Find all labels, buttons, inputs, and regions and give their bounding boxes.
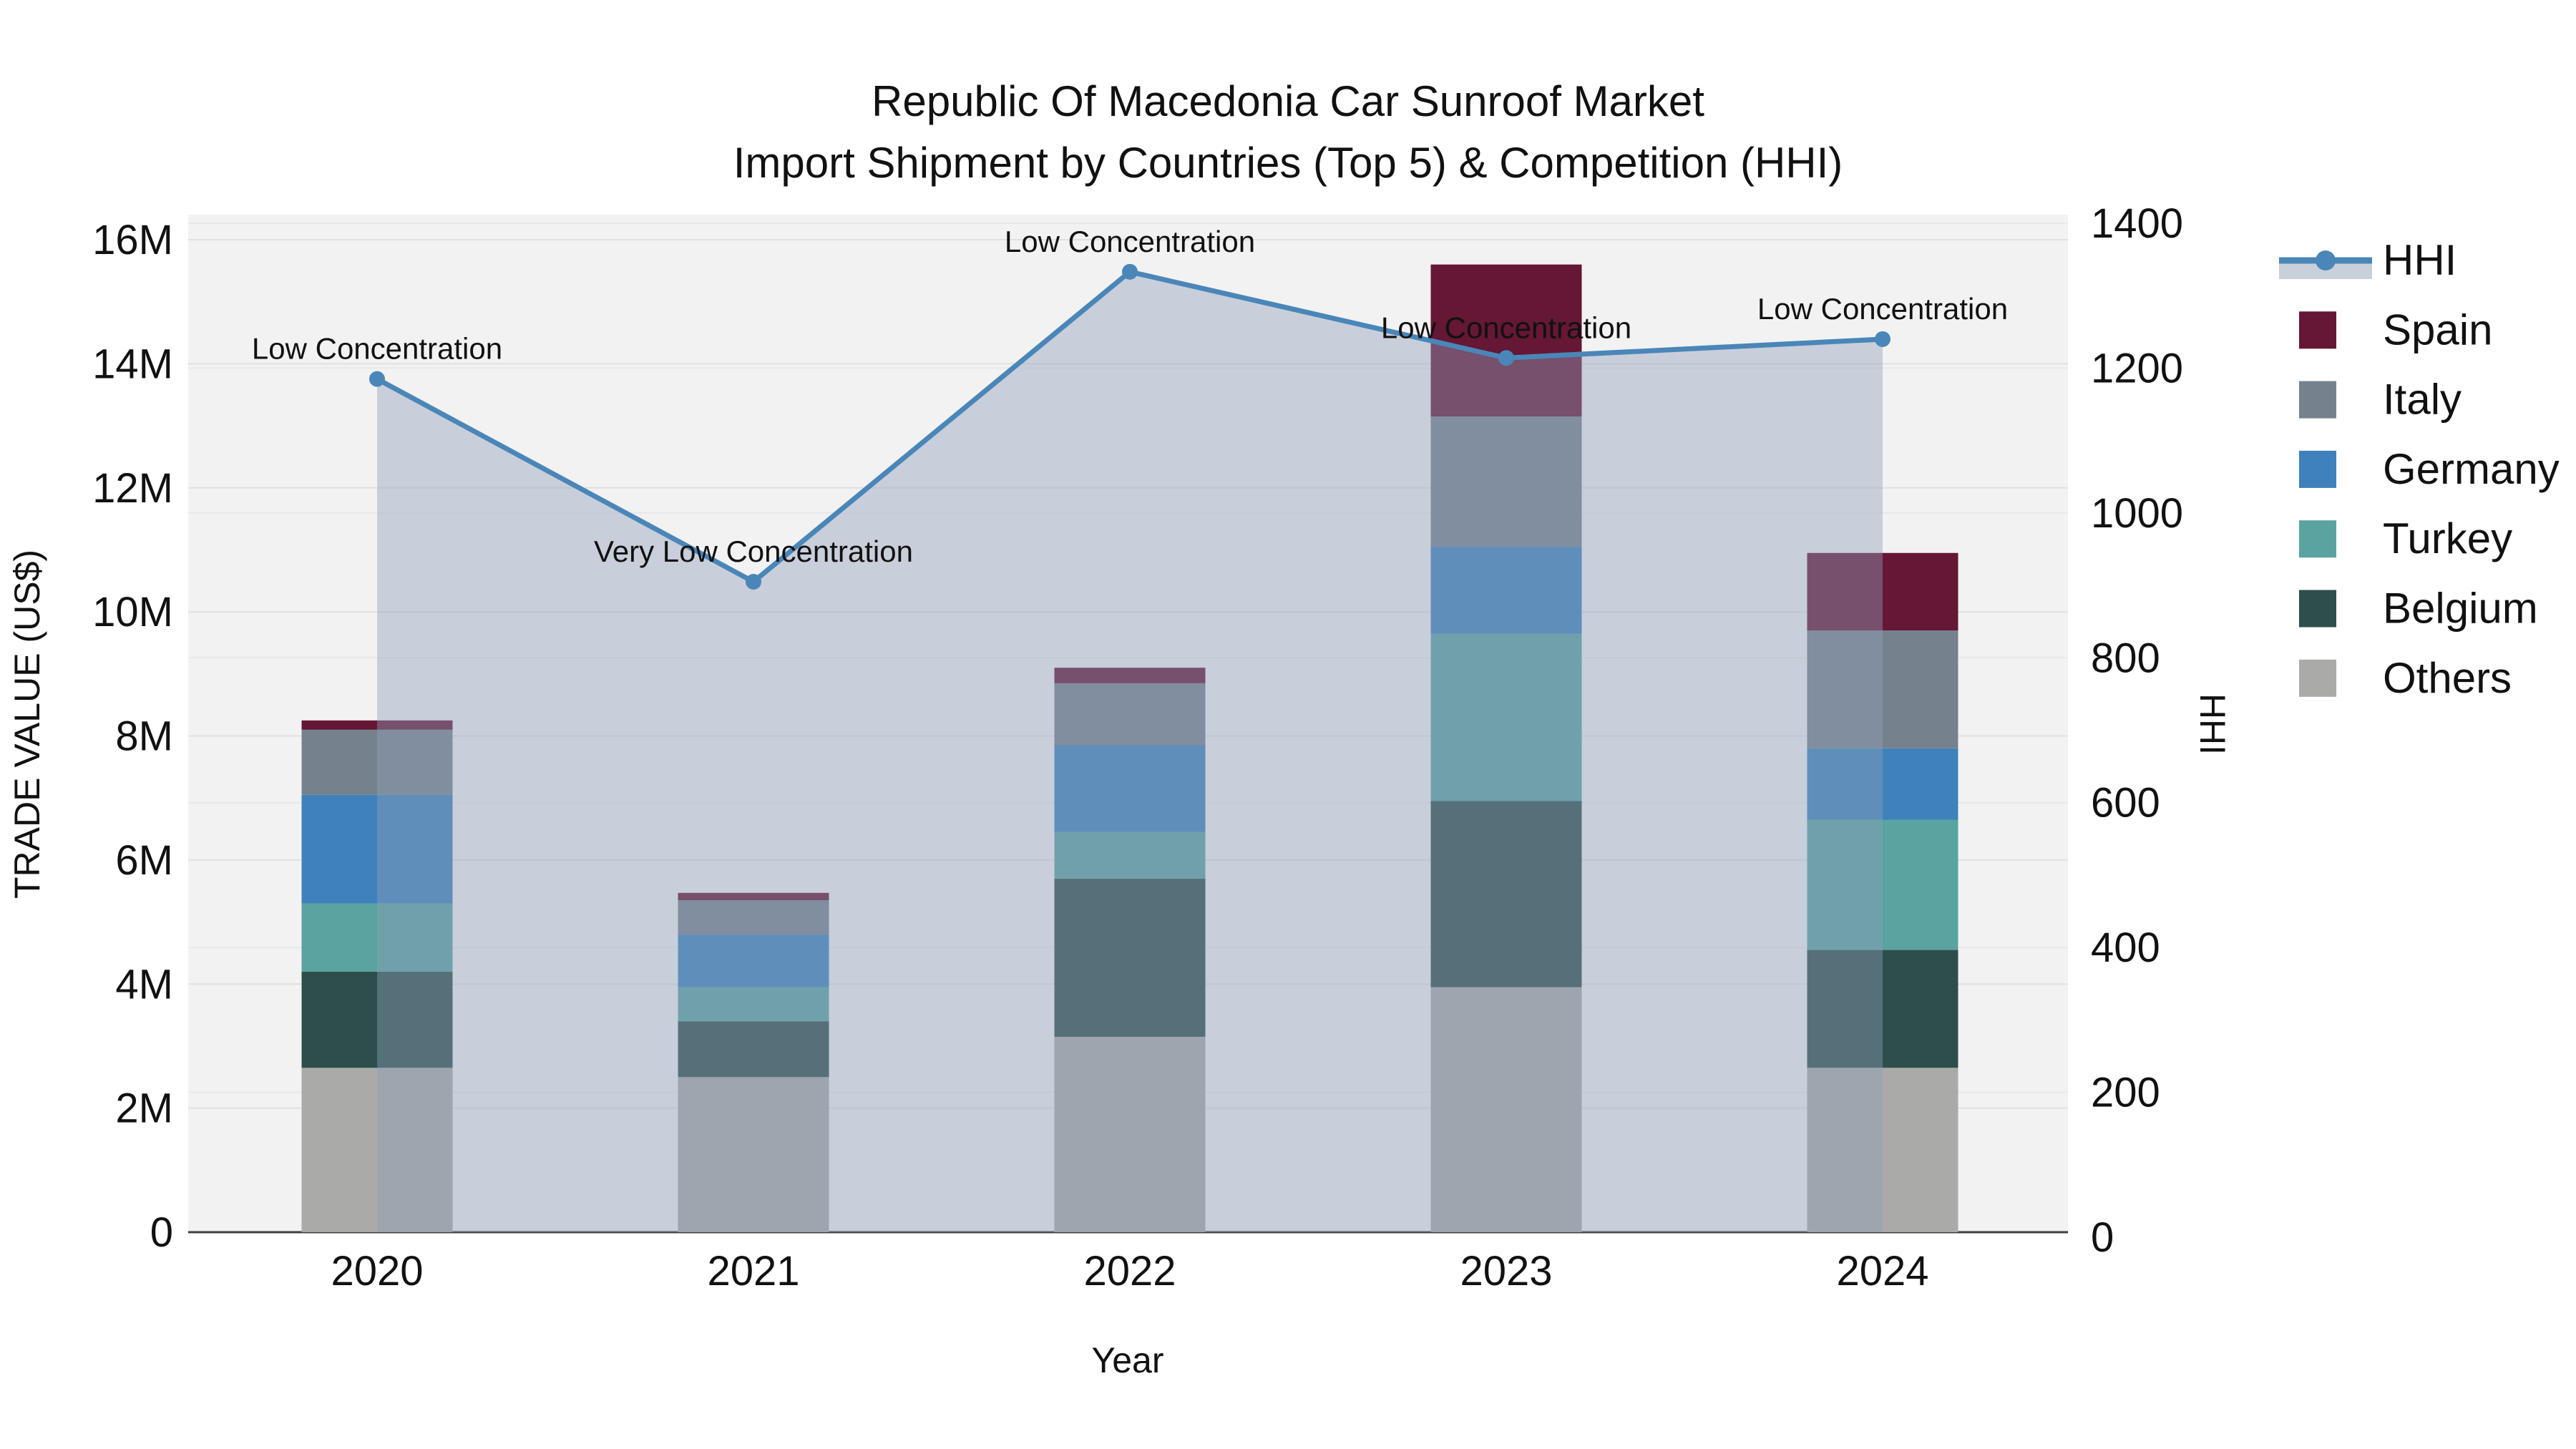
legend-item-germany[interactable]: Germany: [2299, 445, 2560, 493]
bar-2024-belgium: [1807, 950, 1958, 1068]
y-left-tick: 6M: [115, 837, 173, 884]
y-left-tick: 8M: [115, 713, 173, 760]
tick-label-layer: 0 2M 4M 6M 8M 10M 12M 14M 16M 0 200 400 600 800 1000 12…: [92, 200, 2183, 1294]
y-right-tick: 1400: [2091, 200, 2183, 247]
bar-2024-others: [1807, 1068, 1958, 1232]
bar-2021-germany: [678, 934, 829, 987]
x-axis-title: Year: [1091, 1340, 1163, 1380]
hhi-area-layer: [377, 271, 1883, 1232]
y-left-tick: 2M: [115, 1085, 173, 1132]
hhi-marker-2020: [369, 371, 385, 387]
legend-label: Spain: [2383, 306, 2492, 353]
bar-2024-germany: [1807, 748, 1958, 820]
y-right-tick: 0: [2091, 1214, 2114, 1261]
x-tick-2021: 2021: [707, 1248, 799, 1294]
bar-2023-spain: [1430, 264, 1582, 417]
legend: HHI Spain Italy Germany Turkey Belgium Others: [2279, 236, 2560, 702]
bar-2024-italy: [1807, 630, 1958, 748]
legend-swatch-turkey: [2299, 520, 2336, 558]
annotations-layer: Low Concentration Very Low Concentration L…: [252, 225, 2008, 568]
legend-swatch-belgium: [2299, 590, 2336, 628]
legend-item-turkey[interactable]: Turkey: [2299, 514, 2512, 562]
y-left-tick: 14M: [92, 341, 173, 387]
bar-2020-turkey: [301, 903, 453, 972]
y-left-tick: 10M: [92, 589, 173, 635]
legend-label: HHI: [2383, 236, 2457, 284]
bar-2020-italy: [301, 729, 453, 795]
bar-2023-italy: [1430, 416, 1582, 547]
x-tick-2020: 2020: [331, 1248, 423, 1294]
bar-2023-belgium: [1430, 801, 1582, 987]
bar-2021-belgium: [678, 1021, 829, 1078]
hhi-area-fill: [377, 271, 1883, 1232]
bar-2023-germany: [1430, 547, 1582, 634]
chart-title-line1: Republic Of Macedonia Car Sunroof Market: [872, 77, 1704, 125]
bar-2020-germany: [301, 794, 453, 904]
bar-2023-others: [1430, 987, 1582, 1232]
legend-item-italy[interactable]: Italy: [2299, 376, 2462, 424]
bar-2022-turkey: [1054, 831, 1206, 879]
y-right-tick: 1000: [2091, 490, 2183, 537]
bar-2020-belgium: [301, 971, 453, 1068]
legend-swatch-spain: [2299, 311, 2336, 349]
bar-2022-belgium: [1054, 878, 1206, 1037]
bar-2021-others: [678, 1077, 829, 1232]
legend-swatch-others: [2299, 659, 2336, 697]
legend-swatch-germany: [2299, 450, 2336, 488]
y-right-tick: 600: [2091, 780, 2160, 826]
legend-label: Belgium: [2383, 585, 2538, 633]
bar-2022-italy: [1054, 683, 1206, 746]
bar-2022-germany: [1054, 745, 1206, 832]
bar-2024-spain: [1807, 552, 1958, 631]
legend-label: Turkey: [2383, 514, 2512, 562]
y-right-tick: 200: [2091, 1070, 2160, 1116]
legend-item-others[interactable]: Others: [2299, 654, 2512, 702]
x-tick-2023: 2023: [1460, 1248, 1552, 1294]
hhi-marker-2022: [1122, 263, 1138, 280]
y-left-tick: 0: [150, 1209, 173, 1256]
x-tick-2022: 2022: [1083, 1248, 1176, 1294]
bar-2020-spain: [301, 720, 453, 730]
y-right-tick: 1200: [2091, 345, 2183, 391]
annotation-2020: Low Concentration: [252, 332, 502, 366]
chart-title-line2: Import Shipment by Countries (Top 5) & C…: [733, 139, 1843, 187]
legend-hhi-marker-icon: [2316, 250, 2336, 270]
bar-2021-turkey: [678, 987, 829, 1022]
bar-2024-turkey: [1807, 819, 1958, 950]
bar-2022-spain: [1054, 668, 1206, 683]
y-right-tick: 800: [2091, 635, 2160, 681]
hhi-marker-2024: [1875, 331, 1890, 347]
legend-swatch-italy: [2299, 381, 2336, 419]
legend-label: Germany: [2383, 445, 2560, 493]
hhi-line-layer: [369, 263, 1890, 590]
bars-layer: [301, 264, 1958, 1232]
y-axis-left-title: TRADE VALUE (US$): [7, 550, 47, 899]
y-left-tick: 4M: [115, 961, 173, 1008]
legend-item-hhi[interactable]: HHI: [2279, 236, 2457, 284]
y-left-tick: 12M: [92, 465, 173, 512]
y-left-tick: 16M: [92, 217, 173, 263]
x-tick-2024: 2024: [1836, 1248, 1928, 1294]
bar-2023-turkey: [1430, 633, 1582, 801]
legend-item-belgium[interactable]: Belgium: [2299, 585, 2538, 633]
legend-item-spain[interactable]: Spain: [2299, 306, 2492, 353]
annotation-2021: Very Low Concentration: [594, 535, 913, 568]
legend-label: Others: [2383, 654, 2512, 702]
hhi-marker-2023: [1498, 350, 1514, 366]
bar-2020-others: [301, 1068, 453, 1232]
annotation-2024: Low Concentration: [1757, 292, 2008, 326]
bar-2021-spain: [678, 892, 829, 901]
bar-2021-italy: [678, 900, 829, 935]
legend-label: Italy: [2383, 376, 2462, 424]
hhi-marker-2021: [746, 574, 761, 590]
annotation-2023: Low Concentration: [1381, 311, 1631, 344]
y-axis-right-title: HHI: [2192, 693, 2233, 755]
annotation-2022: Low Concentration: [1005, 225, 1255, 258]
y-right-tick: 400: [2091, 924, 2160, 971]
bar-2022-others: [1054, 1036, 1206, 1232]
